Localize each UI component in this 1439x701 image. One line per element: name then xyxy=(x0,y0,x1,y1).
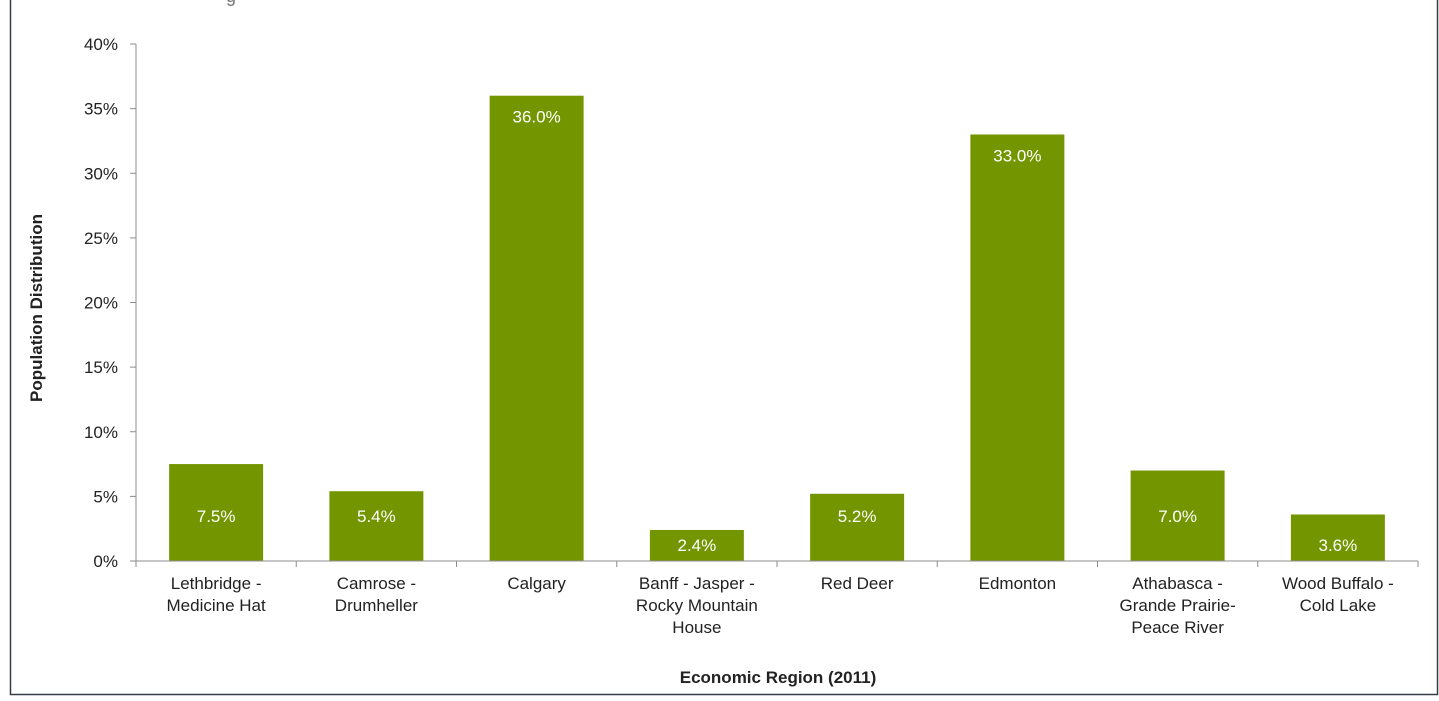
y-tick-label: 10% xyxy=(84,423,118,442)
bar xyxy=(169,464,264,561)
bar xyxy=(329,491,424,561)
x-axis: Lethbridge -Medicine Hat Camrose -Drumhel… xyxy=(135,560,1419,637)
y-axis: 0% 5% 10% 15% 20% 25% 30% 35% 40% xyxy=(84,35,137,571)
bar xyxy=(810,493,905,561)
category-label: Camrose -Drumheller xyxy=(335,574,418,615)
category-label: Wood Buffalo -Cold Lake xyxy=(1282,574,1394,615)
bar xyxy=(970,134,1065,561)
category-label: Lethbridge -Medicine Hat xyxy=(167,574,266,615)
bars: 7.5% 5.4% 36.0% 2.4% 5.2% 33.0% 7.0% 3.6% xyxy=(169,95,1385,561)
data-label: 2.4% xyxy=(678,536,717,555)
data-label: 3.6% xyxy=(1319,536,1358,555)
data-label: 5.2% xyxy=(838,507,877,526)
data-label: 36.0% xyxy=(513,108,561,127)
y-tick-label: 15% xyxy=(84,358,118,377)
data-label: 7.0% xyxy=(1158,507,1197,526)
y-tick-label: 35% xyxy=(84,100,118,119)
clipped-top-text: g xyxy=(226,0,236,6)
y-axis-title: Population Distribution xyxy=(27,214,46,402)
y-tick-label: 0% xyxy=(93,552,118,571)
y-tick-label: 25% xyxy=(84,229,118,248)
y-tick-label: 5% xyxy=(93,487,118,506)
bar xyxy=(489,95,584,561)
bar xyxy=(1130,470,1225,561)
category-label: Banff - Jasper -Rocky Mountain House xyxy=(636,574,758,637)
y-tick-label: 40% xyxy=(84,35,118,54)
data-label: 33.0% xyxy=(993,146,1041,165)
bar xyxy=(1290,514,1385,561)
category-label: Athabasca -Grande Prairie-Peace River xyxy=(1120,574,1236,637)
bar xyxy=(649,529,744,561)
category-label: Calgary xyxy=(507,574,566,593)
y-tick-label: 30% xyxy=(84,164,118,183)
category-label: Red Deer xyxy=(821,574,894,593)
data-label: 5.4% xyxy=(357,507,396,526)
y-tick-label: 20% xyxy=(84,294,118,313)
x-axis-title: Economic Region (2011) xyxy=(680,668,877,687)
category-label: Edmonton xyxy=(979,574,1057,593)
data-label: 7.5% xyxy=(197,507,236,526)
chart-border xyxy=(9,0,1439,696)
